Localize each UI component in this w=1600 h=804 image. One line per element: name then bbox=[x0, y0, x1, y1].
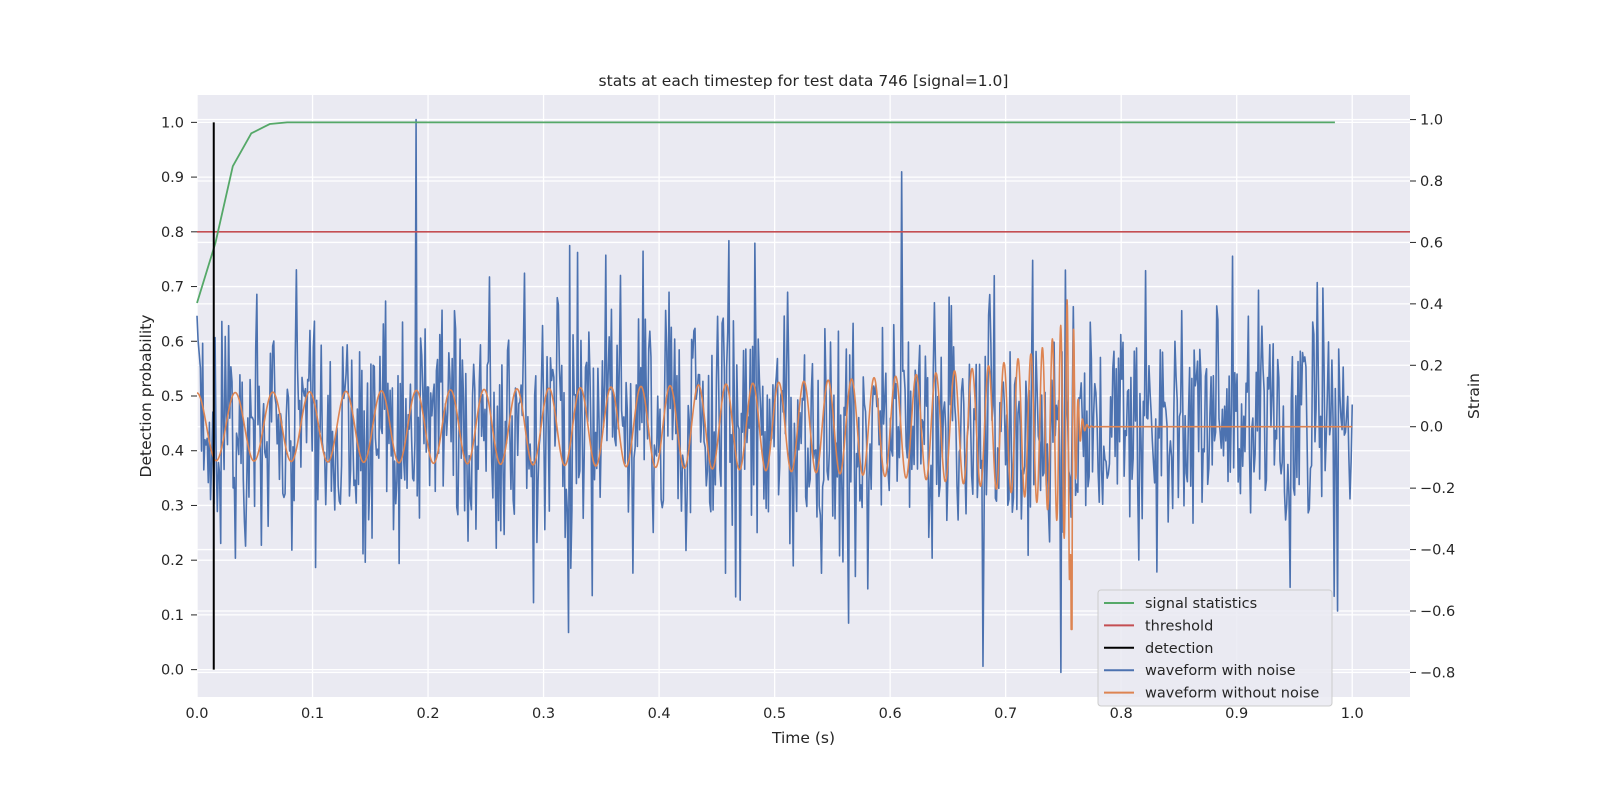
y-right-tick-label: −0.6 bbox=[1420, 604, 1455, 620]
x-tick-label: 0.5 bbox=[763, 706, 786, 722]
y-left-tick-label: 0.3 bbox=[161, 498, 184, 514]
y-left-tick-label: 1.0 bbox=[161, 115, 184, 131]
x-tick-label: 0.6 bbox=[879, 706, 902, 722]
x-tick-label: 0.8 bbox=[1110, 706, 1133, 722]
series-line-waveform-without-noise bbox=[196, 299, 1353, 631]
x-tick-label: 0.2 bbox=[417, 706, 440, 722]
chart-title: stats at each timestep for test data 746… bbox=[599, 72, 1009, 90]
y-left-tick-label: 0.4 bbox=[161, 444, 184, 460]
x-tick-label: 1.0 bbox=[1341, 706, 1364, 722]
x-axis-label: Time (s) bbox=[771, 729, 835, 747]
y-left-tick-label: 0.7 bbox=[161, 280, 184, 296]
y-right-tick-label: 0.8 bbox=[1420, 174, 1443, 190]
y-right-tick-label: −0.2 bbox=[1420, 481, 1455, 497]
y-right-tick-label: −0.8 bbox=[1420, 665, 1455, 681]
x-tick-label: 0.0 bbox=[185, 706, 208, 722]
legend-entry-label: detection bbox=[1145, 641, 1213, 657]
x-tick-label: 0.1 bbox=[301, 706, 324, 722]
y-right-tick-label: 0.4 bbox=[1420, 297, 1443, 313]
legend-entry-label: waveform without noise bbox=[1145, 686, 1319, 702]
y-left-tick-label: 0.1 bbox=[161, 608, 184, 624]
legend-box bbox=[1097, 589, 1333, 707]
legend-entry-label: signal statistics bbox=[1145, 596, 1257, 612]
y-right-tick-label: 0.0 bbox=[1420, 420, 1443, 436]
y-left-tick-label: 0.6 bbox=[161, 334, 184, 350]
y-left-tick-label: 0.8 bbox=[161, 225, 184, 241]
legend-entry-label: threshold bbox=[1145, 618, 1213, 634]
series-line-signal-statistics bbox=[196, 121, 1335, 304]
y-right-tick-label: 0.2 bbox=[1420, 358, 1443, 374]
tick-layer: 0.0 0.1 0.2 0.3 0.4 0.5 0.6 0.7 0.8 0.9 1.0 0.0 0.1 0… bbox=[161, 113, 1455, 722]
x-tick-label: 0.7 bbox=[994, 706, 1017, 722]
y-left-tick-label: 0.5 bbox=[161, 389, 184, 405]
y-axis-right-label: Strain bbox=[1465, 373, 1483, 419]
series-layer bbox=[196, 118, 1410, 674]
legend-entry-label: waveform with noise bbox=[1145, 663, 1296, 679]
x-tick-label: 0.9 bbox=[1225, 706, 1248, 722]
y-right-tick-label: −0.4 bbox=[1420, 543, 1455, 559]
y-left-tick-label: 0.2 bbox=[161, 553, 184, 569]
y-right-tick-label: 1.0 bbox=[1420, 113, 1443, 129]
y-left-tick-label: 0.0 bbox=[161, 663, 184, 679]
y-left-tick-label: 0.9 bbox=[161, 170, 184, 186]
x-tick-label: 0.4 bbox=[648, 706, 671, 722]
x-tick-label: 0.3 bbox=[532, 706, 555, 722]
series-line-waveform-with-noise bbox=[196, 118, 1354, 674]
legend: signal statistics threshold detection wavef… bbox=[1097, 589, 1333, 707]
y-axis-left-label: Detection probability bbox=[137, 315, 155, 478]
y-right-tick-label: 0.6 bbox=[1420, 235, 1443, 251]
